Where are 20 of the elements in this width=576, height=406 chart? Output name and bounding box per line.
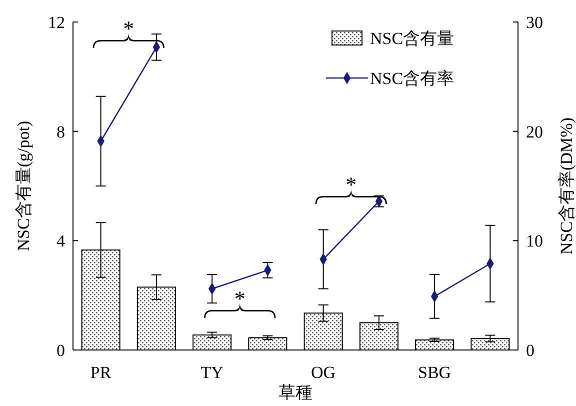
y2-tick-label: 30 [526, 12, 543, 32]
y2-tick-label: 0 [526, 340, 534, 360]
x-tick-label: TY [200, 363, 224, 382]
y-tick-label: 8 [56, 122, 65, 142]
legend-label: NSC含有率 [370, 68, 454, 88]
annotation: * [123, 16, 134, 41]
y-tick-label: 0 [56, 340, 65, 360]
annotation: * [234, 286, 246, 311]
annotation: * [346, 172, 357, 197]
x-tick-label: SBG [418, 363, 452, 382]
x-tick-label: PR [90, 363, 112, 382]
x-axis-title: 草種 [278, 383, 312, 402]
y2-tick-label: 20 [526, 122, 543, 142]
y2-axis-title: NSC含有率(DM%) [556, 118, 576, 254]
y2-tick-label: 10 [526, 232, 543, 251]
legend-label: NSC含有量 [370, 28, 454, 48]
x-tick-label: OG [311, 363, 336, 382]
y-tick-label: 12 [48, 12, 65, 32]
y-axis-title: NSC含有量(g/pot) [14, 120, 33, 252]
y-tick-label: 4 [56, 232, 66, 251]
